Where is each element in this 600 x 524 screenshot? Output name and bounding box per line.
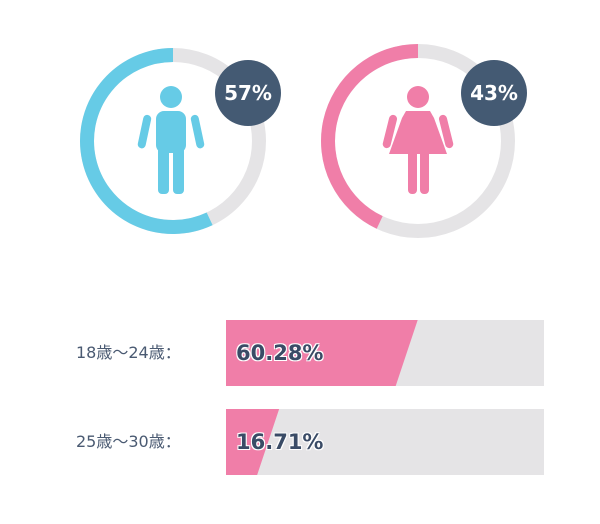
female-person-icon — [382, 86, 454, 194]
male-donut-arc — [80, 48, 213, 234]
age-row-25-30: 25歳～30歳： 16.71% — [0, 409, 600, 475]
male-percent-label: 57% — [224, 81, 272, 105]
age-bar-fill — [226, 320, 418, 386]
gender-ratio-chart: 57% 43% — [80, 44, 527, 238]
female-percent-label: 43% — [470, 81, 518, 105]
female-donut: 43% — [321, 44, 527, 238]
male-percent-badge — [215, 60, 281, 126]
male-donut: 57% — [80, 48, 281, 234]
age-label-18-24: 18歳～24歳： — [76, 343, 181, 362]
age-bar-track: 60.28% — [226, 320, 544, 386]
female-percent-badge — [461, 60, 527, 126]
age-bar-track: 16.71% — [226, 409, 544, 475]
age-bar-value: 16.71% — [236, 430, 324, 454]
age-row-18-24: 18歳～24歳： 60.28% — [0, 320, 600, 386]
male-person-icon — [137, 86, 205, 194]
age-bar-value: 60.28% — [236, 341, 324, 365]
female-donut-arc — [321, 44, 419, 229]
age-label-25-30: 25歳～30歳： — [76, 432, 181, 451]
